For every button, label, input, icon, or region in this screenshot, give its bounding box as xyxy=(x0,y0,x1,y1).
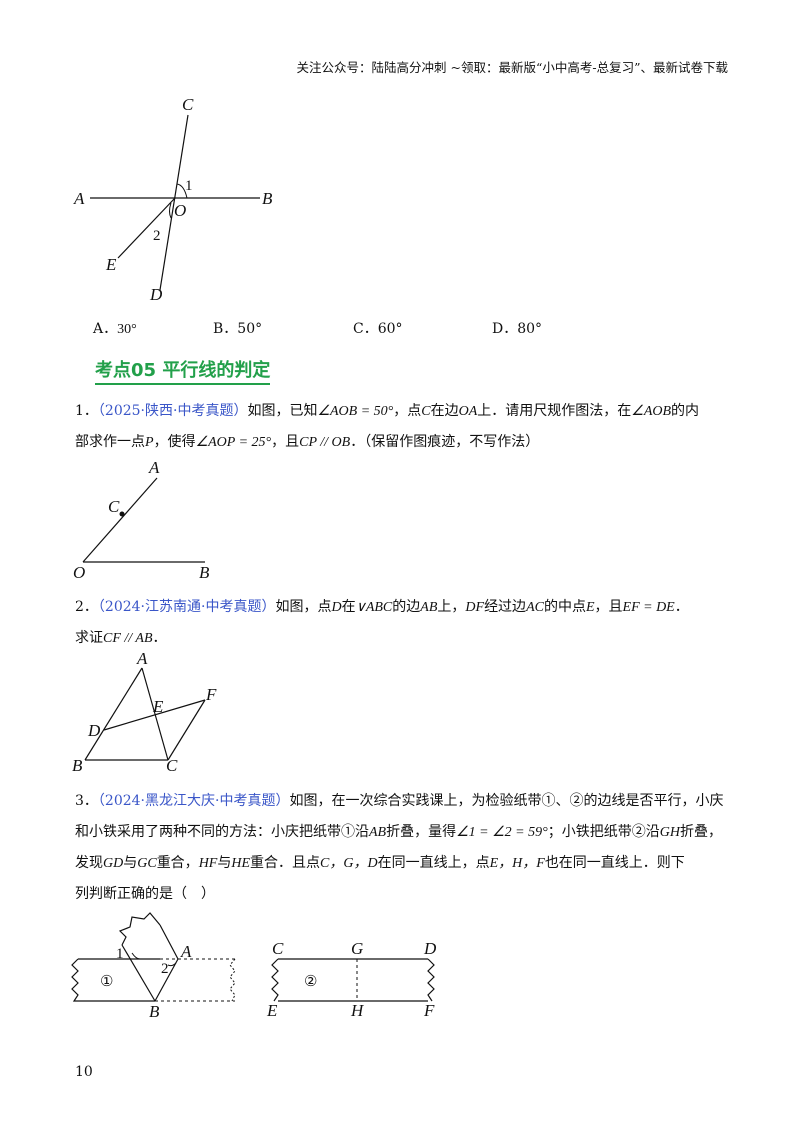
point-label-b: B xyxy=(149,1002,160,1020)
point-label-a: A xyxy=(180,942,192,961)
question-3-line-2: 和小铁采用了两种不同的方法：小庆把纸带①沿AB折叠，量得∠1 = ∠2 = 59… xyxy=(75,824,722,840)
question-2: 2．（2024·江苏南通·中考真题）如图，点D在∨ABC的边AB上，DF经过边A… xyxy=(75,592,725,654)
question-3: 3．（2024·黑龙江大庆·中考真题）如图，在一次综合实践课上，为检验纸带①、②… xyxy=(75,786,725,910)
option-c[interactable]: C．60° xyxy=(353,321,403,337)
point-label-a: A xyxy=(73,189,85,208)
question-3-line-1: 3．（2024·黑龙江大庆·中考真题）如图，在一次综合实践课上，为检验纸带①、②… xyxy=(75,793,724,809)
question-2-line-2: 求证CF // AB． xyxy=(75,630,167,646)
point-label-e: E xyxy=(105,255,117,274)
page-header: 关注公众号：陆陆高分冲刺 ~领取：最新版“小中高考-总复习”、最新试卷下载 xyxy=(296,60,728,75)
point-label-f: F xyxy=(205,685,217,704)
angle-label-2: 2 xyxy=(153,228,161,244)
point-label-e: E xyxy=(266,1001,278,1020)
section-title: 考点05 平行线的判定 xyxy=(95,356,271,385)
option-b[interactable]: B．50° xyxy=(213,321,263,337)
option-d[interactable]: D．80° xyxy=(492,321,543,337)
point-label-c: C xyxy=(108,497,120,516)
strip-label-2: ② xyxy=(304,974,317,990)
question-1-line-2: 部求作一点P，使得∠AOP = 25°，且CP // OB．（保留作图痕迹，不写… xyxy=(75,434,540,450)
point-label-d: D xyxy=(149,285,163,304)
question-1-line-1: 1．（2025·陕西·中考真题）如图，已知∠AOB = 50°，点C在边OA上．… xyxy=(75,403,700,419)
angle-label-2: 2 xyxy=(161,961,169,977)
angle-label-1: 1 xyxy=(185,178,193,194)
point-label-h: H xyxy=(350,1001,365,1020)
question-1: 1．（2025·陕西·中考真题）如图，已知∠AOB = 50°，点C在边OA上．… xyxy=(75,396,725,458)
point-label-c: C xyxy=(166,756,178,775)
question-source: （2024·江苏南通·中考真题） xyxy=(97,599,276,615)
point-label-b: B xyxy=(262,189,273,208)
page-number: 10 xyxy=(75,1064,93,1080)
question-source: （2024·黑龙江大庆·中考真题） xyxy=(97,793,290,809)
question-3-line-4: 列判断正确的是（ ） xyxy=(75,886,215,902)
angle-label-1: 1 xyxy=(116,946,124,962)
point-label-o: O xyxy=(174,201,186,220)
point-label-b: B xyxy=(199,563,210,582)
point-label-d: D xyxy=(423,939,437,958)
point-label-c: C xyxy=(182,95,194,114)
q3-right-figure: C G D E H F ② xyxy=(258,935,448,1020)
strip-label-1: ① xyxy=(100,974,113,990)
point-label-d: D xyxy=(87,721,101,740)
point-label-b: B xyxy=(72,756,83,775)
point-label-a: A xyxy=(148,458,160,477)
point-label-a: A xyxy=(136,650,148,668)
q3-left-figure: 1 2 A B ① xyxy=(60,905,250,1020)
q2-figure: A E F D B C xyxy=(65,650,225,775)
option-a[interactable]: A．30° xyxy=(93,321,137,337)
angle-figure: C A O B E D 1 2 xyxy=(60,90,320,315)
point-label-e: E xyxy=(152,697,164,716)
point-label-f: F xyxy=(423,1001,435,1020)
question-source: （2025·陕西·中考真题） xyxy=(97,403,248,419)
point-label-c: C xyxy=(272,939,284,958)
question-2-line-1: 2．（2024·江苏南通·中考真题）如图，点D在∨ABC的边AB上，DF经过边A… xyxy=(75,599,689,615)
q1-figure: A C O B xyxy=(65,458,225,583)
point-label-g: G xyxy=(351,939,363,958)
question-3-line-3: 发现GD与GC重合，HF与HE重合．且点C，G，D在同一直线上，点E，H，F也在… xyxy=(75,855,685,871)
point-label-o: O xyxy=(73,563,85,582)
